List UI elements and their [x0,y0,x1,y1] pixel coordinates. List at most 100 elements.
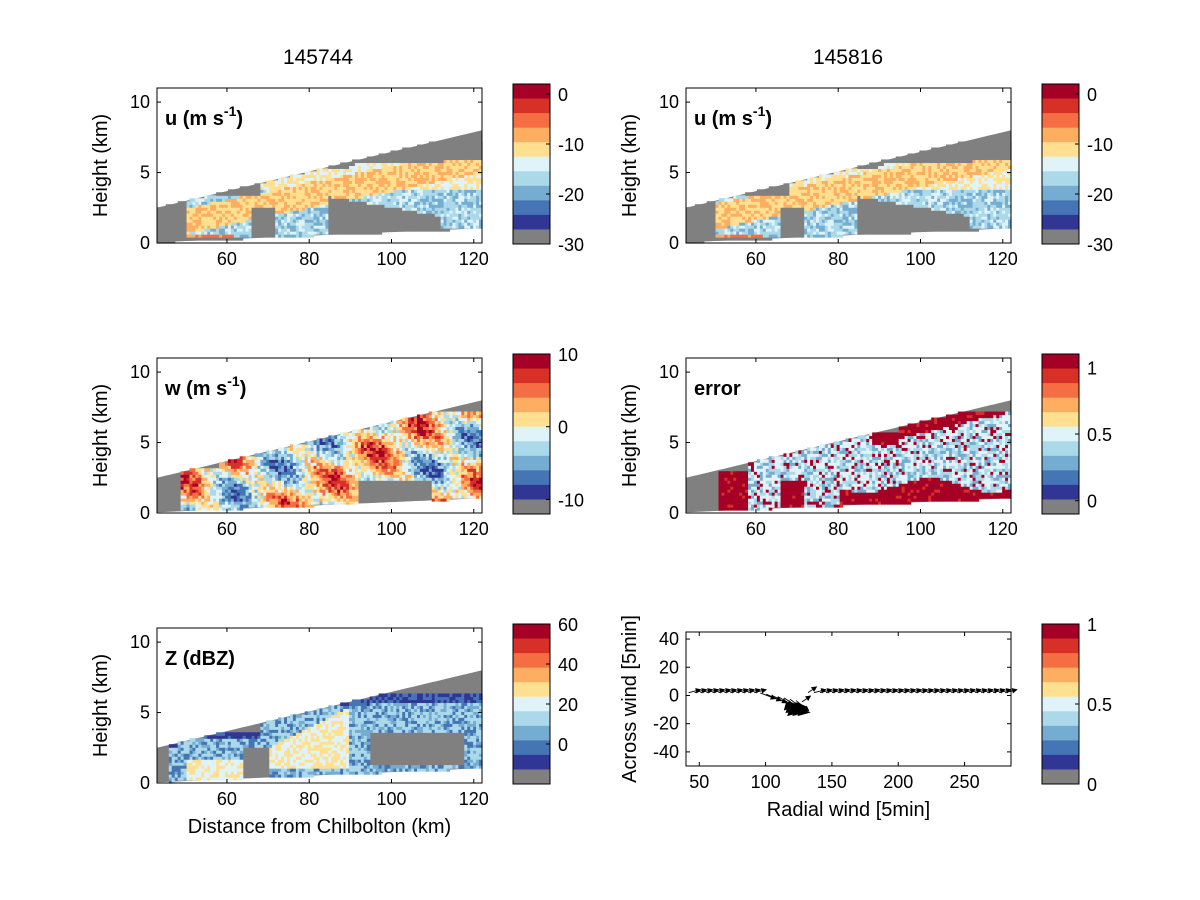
u-145816-cell [990,222,994,226]
u-145816-cell [686,234,690,238]
u-145816-cell [886,159,891,164]
u-145816-cell [777,210,782,214]
u-145744-cell [422,204,427,208]
u-145816-cell [686,237,690,241]
u-145744-cell [449,198,454,202]
u-145744-cell [174,207,179,211]
u-145816-cell [996,180,1000,184]
u-145816-cell [780,231,785,235]
u-145744-cell [316,201,321,205]
u-145744-cell [162,219,167,223]
u-145744-cell [322,177,327,181]
u-145816-cell [756,231,761,235]
u-145744-cell [310,183,315,187]
u-145816-cell [733,204,737,208]
u-145816-cell [756,222,761,226]
u-145744-cell [378,183,383,187]
u-145744-cell [434,153,439,158]
u-145816-cell [824,174,829,178]
u-145744-cell [425,207,430,211]
u-145744-cell [378,213,383,217]
u-145744-cell [162,228,167,232]
u-145744-cell [325,210,329,214]
u-145744-cell [431,156,436,161]
u-145744-cell [162,225,167,229]
u-145816-cell [937,156,941,161]
u-145744-cell [331,219,335,223]
u-145816-cell [919,183,923,187]
u-145816-cell [792,219,796,223]
u-145816-cell [969,174,974,178]
u-145816-cell [928,225,932,229]
u-145816-cell [830,225,835,229]
u-145816-cell [718,198,723,202]
u-145816-cell [753,237,758,241]
u-145816-cell [742,195,746,199]
u-145744-cell [207,225,211,229]
u-145744-cell [337,171,341,175]
u-145744-cell [159,240,164,244]
u-145816-cell [881,219,885,223]
u-145744-cell [331,180,335,184]
u-145744-cell [390,186,394,190]
u-145816-cell [910,210,915,214]
u-145744-cell [201,219,205,223]
u-145744-cell [349,201,353,205]
u-145744-cell [422,162,427,167]
u-145744-cell [186,207,191,211]
u-145816-cell [881,174,885,178]
u-145816-cell [886,177,891,181]
u-145816-cell [996,183,1000,187]
u-145744-cell [425,168,430,172]
u-145744-cell [334,228,338,232]
u-145816-cell [872,195,876,199]
u-145744-cell [408,165,412,170]
u-145744-cell [437,186,442,190]
u-145744-cell [257,189,262,193]
u-145744-cell [422,216,427,220]
u-145816-cell [768,201,773,205]
u-145744-cell [443,162,448,167]
u-145744-cell [354,162,359,167]
u-145744-cell [304,225,309,229]
u-145744-cell [396,213,400,217]
u-145816-cell [1002,210,1006,214]
u-145816-cell [922,192,926,196]
u-145816-cell [990,213,994,217]
u-145744-cell [248,222,253,226]
u-145744-cell [281,225,285,229]
u-145744-cell [292,210,297,214]
u-145816-cell [804,183,808,187]
u-145744-cell [440,201,445,205]
u-145744-cell [476,207,480,211]
u-145744-cell [334,219,338,223]
u-145744-cell [440,228,445,232]
u-145816-cell [990,180,994,184]
u-145744-cell [405,165,409,170]
u-145816-cell [845,174,850,178]
u-145816-cell [736,231,740,235]
u-145744-cell [325,216,329,220]
u-145816-cell [733,207,737,211]
u-145816-cell [886,213,891,217]
u-145816-cell [963,144,968,149]
u-145816-cell [774,189,779,193]
u-145744-cell [479,207,483,211]
u-145816-cell [842,213,847,217]
u-145744-cell [216,198,220,202]
u-145744-cell [195,219,199,223]
u-145744-cell [440,174,445,178]
u-145744-cell [360,231,365,235]
u-145816-cell [851,228,856,232]
u-145744-cell [260,216,264,220]
u-145816-cell [869,180,873,184]
u-145744-cell [387,219,392,223]
u-145816-cell [957,174,962,178]
u-145744-cell [278,210,282,214]
u-145816-cell [951,183,956,187]
u-145744-cell [284,234,288,238]
u-145744-cell [467,159,471,164]
colorbar-tick-label: -10 [1087,135,1113,155]
u-145744-cell [437,147,442,152]
u-145816-cell [966,228,971,232]
